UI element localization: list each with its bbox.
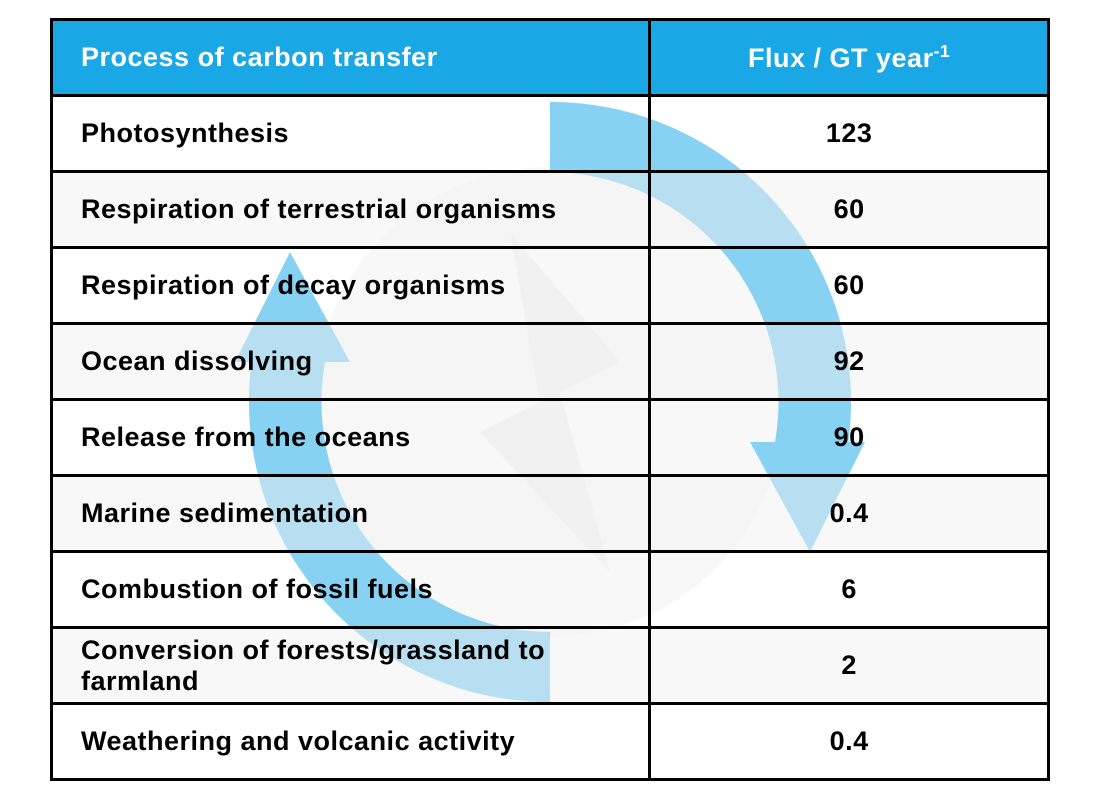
carbon-flux-table: Process of carbon transfer Flux / GT yea… [50, 18, 1050, 781]
cell-flux: 0.4 [650, 704, 1049, 780]
table-row: Ocean dissolving 92 [52, 324, 1049, 400]
cell-flux: 6 [650, 552, 1049, 628]
cell-process: Respiration of terrestrial organisms [52, 172, 650, 248]
cell-flux: 90 [650, 400, 1049, 476]
cell-process: Combustion of fossil fuels [52, 552, 650, 628]
cell-flux: 123 [650, 96, 1049, 172]
cell-process: Ocean dissolving [52, 324, 650, 400]
cell-process: Release from the oceans [52, 400, 650, 476]
column-header-process: Process of carbon transfer [52, 20, 650, 96]
table-row: Combustion of fossil fuels 6 [52, 552, 1049, 628]
table-row: Marine sedimentation 0.4 [52, 476, 1049, 552]
cell-process: Conversion of forests/grassland to farml… [52, 628, 650, 704]
cell-flux: 60 [650, 248, 1049, 324]
cell-process: Marine sedimentation [52, 476, 650, 552]
table-row: Respiration of terrestrial organisms 60 [52, 172, 1049, 248]
cell-process: Respiration of decay organisms [52, 248, 650, 324]
table-row: Conversion of forests/grassland to farml… [52, 628, 1049, 704]
cell-flux: 60 [650, 172, 1049, 248]
column-header-flux: Flux / GT year-1 [650, 20, 1049, 96]
table-row: Photosynthesis 123 [52, 96, 1049, 172]
cell-process: Weathering and volcanic activity [52, 704, 650, 780]
cell-flux: 0.4 [650, 476, 1049, 552]
table-row: Release from the oceans 90 [52, 400, 1049, 476]
cell-process: Photosynthesis [52, 96, 650, 172]
table-row: Weathering and volcanic activity 0.4 [52, 704, 1049, 780]
table-row: Respiration of decay organisms 60 [52, 248, 1049, 324]
cell-flux: 2 [650, 628, 1049, 704]
cell-flux: 92 [650, 324, 1049, 400]
